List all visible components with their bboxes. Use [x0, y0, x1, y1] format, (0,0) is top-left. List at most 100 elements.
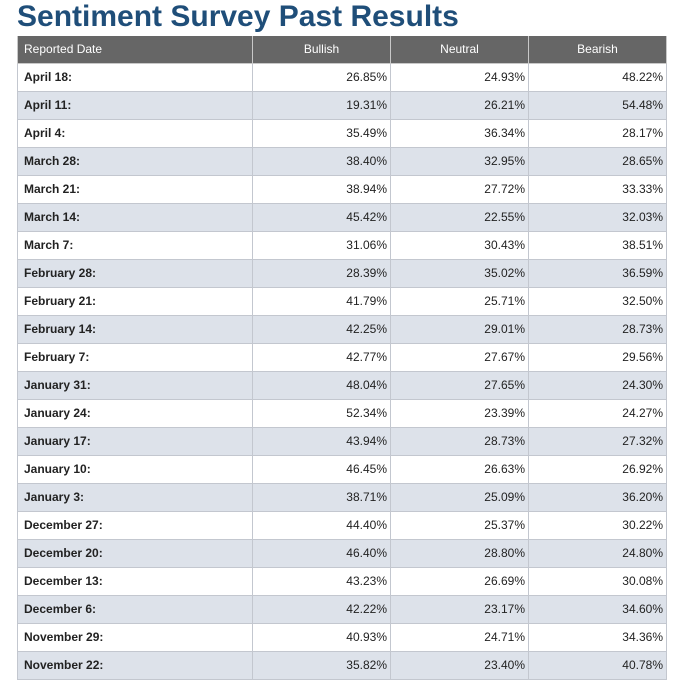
- column-header-bullish: Bullish: [252, 36, 391, 64]
- neutral-cell: 29.01%: [390, 314, 529, 344]
- bearish-cell: 28.17%: [528, 118, 667, 148]
- bearish-cell: 36.59%: [528, 258, 667, 288]
- neutral-cell: 25.09%: [390, 482, 529, 512]
- reported-date-cell: December 20:: [17, 538, 253, 568]
- bullish-cell: 42.77%: [252, 342, 391, 372]
- bullish-cell: 43.94%: [252, 426, 391, 456]
- reported-date-cell: March 21:: [17, 174, 253, 204]
- column-header-neutral: Neutral: [390, 36, 529, 64]
- bullish-cell: 31.06%: [252, 230, 391, 260]
- neutral-cell: 23.40%: [390, 650, 529, 680]
- neutral-cell: 25.71%: [390, 286, 529, 316]
- reported-date-cell: March 28:: [17, 146, 253, 176]
- reported-date-cell: April 18:: [17, 62, 253, 92]
- reported-date-cell: March 7:: [17, 230, 253, 260]
- table-header-row: Reported Date Bullish Neutral Bearish: [17, 36, 667, 64]
- reported-date-cell: January 3:: [17, 482, 253, 512]
- table-row: April 18: 26.85% 24.93% 48.22%: [17, 62, 667, 92]
- reported-date-cell: January 10:: [17, 454, 253, 484]
- bullish-cell: 42.25%: [252, 314, 391, 344]
- bearish-cell: 48.22%: [528, 62, 667, 92]
- neutral-cell: 32.95%: [390, 146, 529, 176]
- table-row: December 20: 46.40% 28.80% 24.80%: [17, 538, 667, 568]
- neutral-cell: 27.65%: [390, 370, 529, 400]
- reported-date-cell: December 27:: [17, 510, 253, 540]
- bearish-cell: 40.78%: [528, 650, 667, 680]
- bearish-cell: 29.56%: [528, 342, 667, 372]
- neutral-cell: 26.69%: [390, 566, 529, 596]
- bearish-cell: 32.50%: [528, 286, 667, 316]
- neutral-cell: 28.73%: [390, 426, 529, 456]
- table-row: January 24: 52.34% 23.39% 24.27%: [17, 398, 667, 428]
- reported-date-cell: December 6:: [17, 594, 253, 624]
- table-row: March 21: 38.94% 27.72% 33.33%: [17, 174, 667, 204]
- bullish-cell: 40.93%: [252, 622, 391, 652]
- bullish-cell: 38.94%: [252, 174, 391, 204]
- reported-date-cell: February 28:: [17, 258, 253, 288]
- reported-date-cell: February 14:: [17, 314, 253, 344]
- neutral-cell: 23.17%: [390, 594, 529, 624]
- table-row: April 4: 35.49% 36.34% 28.17%: [17, 118, 667, 148]
- table-row: March 7: 31.06% 30.43% 38.51%: [17, 230, 667, 260]
- column-header-bearish: Bearish: [528, 36, 667, 64]
- bearish-cell: 28.73%: [528, 314, 667, 344]
- bullish-cell: 48.04%: [252, 370, 391, 400]
- bearish-cell: 24.80%: [528, 538, 667, 568]
- table-body: April 18: 26.85% 24.93% 48.22% April 11: 19.3…: [17, 62, 667, 680]
- bearish-cell: 36.20%: [528, 482, 667, 512]
- reported-date-cell: January 31:: [17, 370, 253, 400]
- table-row: December 6: 42.22% 23.17% 34.60%: [17, 594, 667, 624]
- table-row: March 14: 45.42% 22.55% 32.03%: [17, 202, 667, 232]
- reported-date-cell: January 17:: [17, 426, 253, 456]
- table-row: March 28: 38.40% 32.95% 28.65%: [17, 146, 667, 176]
- table-row: January 3: 38.71% 25.09% 36.20%: [17, 482, 667, 512]
- table-row: January 17: 43.94% 28.73% 27.32%: [17, 426, 667, 456]
- table-row: January 10: 46.45% 26.63% 26.92%: [17, 454, 667, 484]
- bullish-cell: 46.45%: [252, 454, 391, 484]
- bullish-cell: 38.40%: [252, 146, 391, 176]
- sentiment-results-table: Reported Date Bullish Neutral Bearish Ap…: [17, 36, 667, 680]
- bearish-cell: 34.60%: [528, 594, 667, 624]
- bullish-cell: 46.40%: [252, 538, 391, 568]
- reported-date-cell: November 29:: [17, 622, 253, 652]
- table-row: February 7: 42.77% 27.67% 29.56%: [17, 342, 667, 372]
- neutral-cell: 28.80%: [390, 538, 529, 568]
- bearish-cell: 30.22%: [528, 510, 667, 540]
- neutral-cell: 27.72%: [390, 174, 529, 204]
- table-row: November 29: 40.93% 24.71% 34.36%: [17, 622, 667, 652]
- table-row: December 13: 43.23% 26.69% 30.08%: [17, 566, 667, 596]
- bearish-cell: 54.48%: [528, 90, 667, 120]
- bullish-cell: 28.39%: [252, 258, 391, 288]
- table-row: February 28: 28.39% 35.02% 36.59%: [17, 258, 667, 288]
- reported-date-cell: April 4:: [17, 118, 253, 148]
- neutral-cell: 22.55%: [390, 202, 529, 232]
- bearish-cell: 28.65%: [528, 146, 667, 176]
- column-header-reported-date: Reported Date: [17, 36, 253, 64]
- table-row: February 21: 41.79% 25.71% 32.50%: [17, 286, 667, 316]
- bullish-cell: 45.42%: [252, 202, 391, 232]
- bullish-cell: 42.22%: [252, 594, 391, 624]
- bearish-cell: 34.36%: [528, 622, 667, 652]
- table-row: January 31: 48.04% 27.65% 24.30%: [17, 370, 667, 400]
- bullish-cell: 52.34%: [252, 398, 391, 428]
- bullish-cell: 35.49%: [252, 118, 391, 148]
- neutral-cell: 26.63%: [390, 454, 529, 484]
- neutral-cell: 23.39%: [390, 398, 529, 428]
- table-row: April 11: 19.31% 26.21% 54.48%: [17, 90, 667, 120]
- bullish-cell: 19.31%: [252, 90, 391, 120]
- neutral-cell: 24.71%: [390, 622, 529, 652]
- bullish-cell: 35.82%: [252, 650, 391, 680]
- neutral-cell: 26.21%: [390, 90, 529, 120]
- bearish-cell: 38.51%: [528, 230, 667, 260]
- bullish-cell: 38.71%: [252, 482, 391, 512]
- bullish-cell: 41.79%: [252, 286, 391, 316]
- page-title: Sentiment Survey Past Results: [17, 0, 459, 33]
- bullish-cell: 43.23%: [252, 566, 391, 596]
- reported-date-cell: March 14:: [17, 202, 253, 232]
- neutral-cell: 25.37%: [390, 510, 529, 540]
- bearish-cell: 27.32%: [528, 426, 667, 456]
- bearish-cell: 24.27%: [528, 398, 667, 428]
- bearish-cell: 30.08%: [528, 566, 667, 596]
- reported-date-cell: November 22:: [17, 650, 253, 680]
- neutral-cell: 30.43%: [390, 230, 529, 260]
